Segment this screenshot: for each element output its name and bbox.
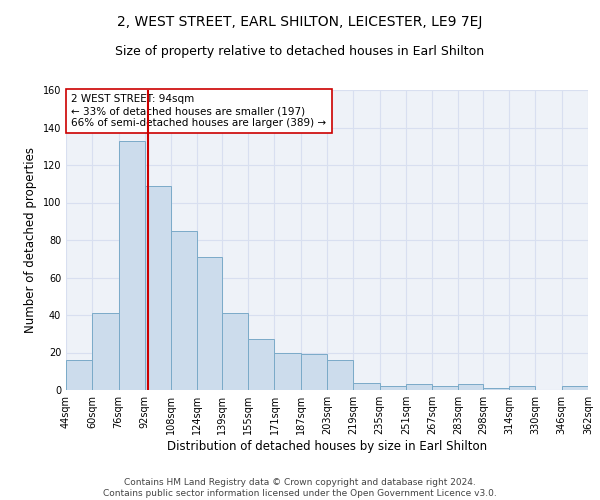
Text: 2, WEST STREET, EARL SHILTON, LEICESTER, LE9 7EJ: 2, WEST STREET, EARL SHILTON, LEICESTER,… <box>118 15 482 29</box>
Bar <box>432 386 458 390</box>
Bar <box>119 140 145 390</box>
Text: Contains HM Land Registry data © Crown copyright and database right 2024.
Contai: Contains HM Land Registry data © Crown c… <box>103 478 497 498</box>
Bar <box>509 386 535 390</box>
Bar <box>92 313 119 390</box>
Bar <box>458 384 483 390</box>
Bar <box>66 360 92 390</box>
Y-axis label: Number of detached properties: Number of detached properties <box>24 147 37 333</box>
Bar <box>562 386 588 390</box>
Bar <box>171 230 197 390</box>
X-axis label: Distribution of detached houses by size in Earl Shilton: Distribution of detached houses by size … <box>167 440 487 453</box>
Bar <box>222 313 248 390</box>
Bar <box>380 386 406 390</box>
Text: Size of property relative to detached houses in Earl Shilton: Size of property relative to detached ho… <box>115 45 485 58</box>
Bar <box>248 340 274 390</box>
Text: 2 WEST STREET: 94sqm
← 33% of detached houses are smaller (197)
66% of semi-deta: 2 WEST STREET: 94sqm ← 33% of detached h… <box>71 94 326 128</box>
Bar <box>483 388 509 390</box>
Bar <box>327 360 353 390</box>
Bar <box>274 352 301 390</box>
Bar <box>145 186 171 390</box>
Bar <box>301 354 327 390</box>
Bar <box>197 257 222 390</box>
Bar <box>353 382 380 390</box>
Bar <box>406 384 432 390</box>
